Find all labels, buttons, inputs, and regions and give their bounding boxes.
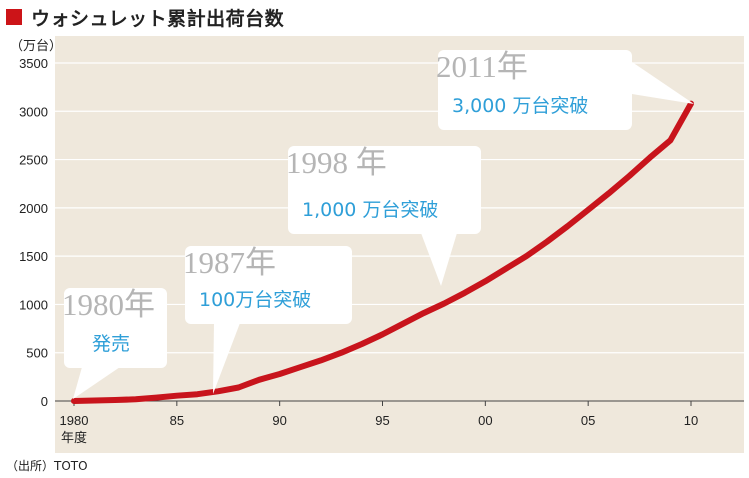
x-tick-label: 10 [684,413,698,428]
plot-background [55,36,744,453]
annotation-callout: 1998 年 1,000 万台突破 [286,145,481,286]
y-tick-label: 0 [41,394,48,409]
annotation-box [64,288,167,368]
annotation-box [438,50,632,130]
annotation-pointer [213,323,240,394]
x-tick-label: 90 [272,413,286,428]
source-note: （出所）TOTO [6,459,88,473]
x-tick-label: 1980 [60,413,89,428]
annotation-year: 2011年 [436,49,528,84]
chart-title-bar: ウォシュレット累計出荷台数 [6,4,284,30]
series-line [71,100,694,404]
annotation-text: 100万台突破 [199,289,311,311]
y-tick-label: 1500 [19,249,48,264]
x-tick-label: 95 [375,413,389,428]
annotation-year: 1998 年 [286,145,387,180]
y-tick-label: 2000 [19,201,48,216]
y-axis-unit-label: （万台） [10,38,62,53]
annotation-text: 3,000 万台突破 [452,95,588,117]
y-tick-label: 3500 [19,56,48,71]
annotation-text: 発売 [92,333,130,355]
y-tick-label: 2500 [19,153,48,168]
annotation-box [185,246,352,324]
x-tick-label: 85 [170,413,184,428]
y-tick-label: 1000 [19,297,48,312]
title-marker-square [6,9,22,25]
x-tick-label: 05 [581,413,595,428]
annotation-pointer [73,367,120,399]
annotation-year: 1980年 [62,287,155,322]
x-tick-label: 00 [478,413,492,428]
annotation-year: 1987年 [183,245,276,280]
annotation-pointer [421,233,457,286]
y-tick-label: 500 [26,346,48,361]
x-axis-label: 年度 [61,430,87,445]
y-tick-label: 3000 [19,104,48,119]
annotation-pointer [632,62,694,104]
annotation-box [288,146,481,234]
annotation-callout: 1987年 100万台突破 [183,245,352,394]
annotation-text: 1,000 万台突破 [302,199,438,221]
chart-title: ウォシュレット累計出荷台数 [31,7,285,30]
annotation-callout: 2011年 3,000 万台突破 [436,49,694,130]
